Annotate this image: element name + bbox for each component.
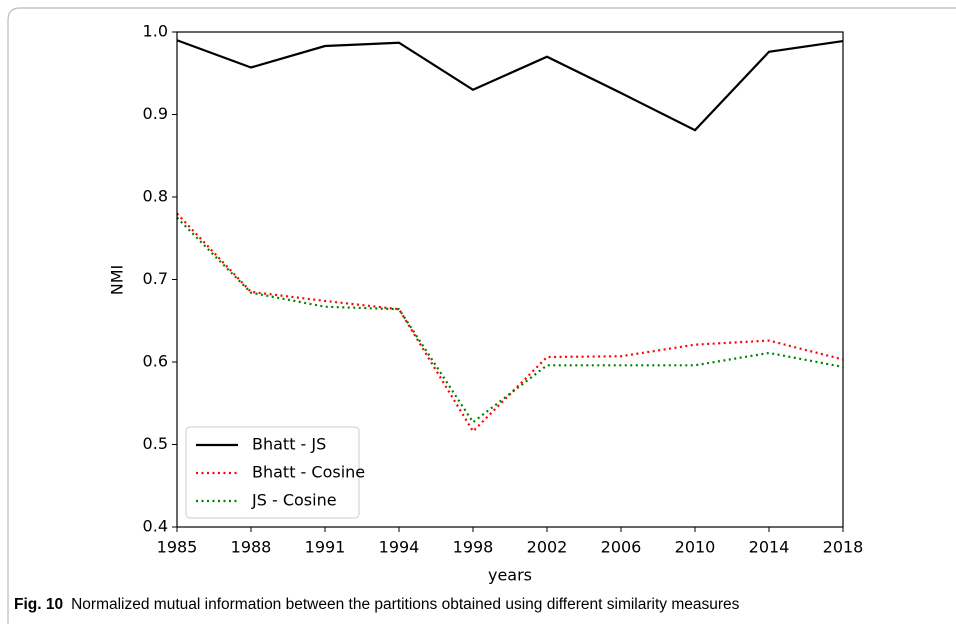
caption-text: Normalized mutual information between th… xyxy=(71,596,740,613)
caption: Fig. 10 Normalized mutual information bet… xyxy=(14,596,740,613)
y-tick-label: 1.0 xyxy=(143,22,168,41)
x-tick-label: 2014 xyxy=(749,538,790,557)
legend-label: Bhatt - Cosine xyxy=(252,463,365,482)
x-axis-label: years xyxy=(488,566,532,585)
caption-label: Fig. 10 xyxy=(14,596,63,613)
x-tick-label: 2010 xyxy=(675,538,716,557)
y-tick-label: 0.4 xyxy=(143,517,168,536)
legend-box xyxy=(185,426,360,519)
figure-frame xyxy=(7,7,956,624)
line-series xyxy=(176,216,844,424)
y-tick-label: 0.5 xyxy=(143,434,168,453)
x-tick-label: 2006 xyxy=(601,538,642,557)
x-tick-label: 2018 xyxy=(823,538,864,557)
line-series xyxy=(176,212,844,434)
x-tick-label: 1994 xyxy=(379,538,420,557)
y-axis-label: NMI xyxy=(108,265,127,296)
legend-label: JS - Cosine xyxy=(251,491,337,510)
y-tick-label: 0.9 xyxy=(143,104,168,123)
legend-label: Bhatt - JS xyxy=(252,435,326,454)
x-tick-label: 1988 xyxy=(231,538,272,557)
y-tick-label: 0.6 xyxy=(143,352,168,371)
plot-frame xyxy=(176,31,844,528)
line-series xyxy=(176,39,844,132)
x-tick-label: 1991 xyxy=(305,538,346,557)
x-tick-label: 2002 xyxy=(527,538,568,557)
y-tick-label: 0.8 xyxy=(143,187,168,206)
x-tick-label: 1985 xyxy=(157,538,198,557)
y-tick-label: 0.7 xyxy=(143,269,168,288)
x-tick-label: 1998 xyxy=(453,538,494,557)
